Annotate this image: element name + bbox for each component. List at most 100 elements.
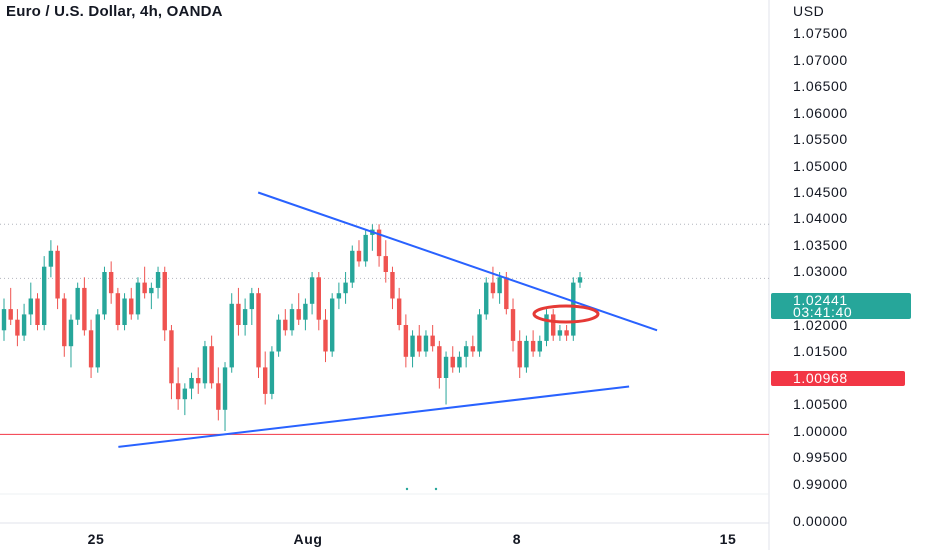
candle-body (202, 346, 208, 384)
candle-body (62, 298, 67, 347)
candle-body (557, 330, 563, 336)
time-tick-label: 8 (513, 531, 521, 547)
candle-body (48, 250, 54, 267)
candle-body (343, 282, 348, 294)
candle-body (28, 298, 33, 315)
candle-body (577, 277, 583, 283)
candle-body (149, 287, 154, 294)
candle-body (115, 293, 121, 325)
candle-body (490, 282, 496, 294)
candle-body (102, 272, 107, 315)
candlestick-series (1, 224, 583, 431)
chart-title: Euro / U.S. Dollar, 4h, OANDA (6, 3, 223, 20)
candle-body (470, 346, 476, 352)
candle-body (155, 272, 161, 288)
candle-body (108, 272, 114, 294)
candle-body (504, 277, 509, 310)
candle-body (477, 314, 482, 352)
candle-body (175, 383, 181, 400)
candle-body (316, 277, 321, 320)
price-tick-label: 0.00000 (793, 513, 848, 529)
candle-body (269, 351, 275, 394)
marker-dot (434, 487, 438, 491)
current-price-value: 1.02441 (793, 292, 848, 308)
horizontal-line-value: 1.00968 (793, 370, 848, 386)
candle-body (189, 378, 194, 389)
candle-body (517, 340, 522, 368)
time-tick-label: 25 (88, 531, 105, 547)
candle-body (510, 309, 516, 341)
candle-body (396, 298, 402, 325)
candle-body (309, 277, 315, 304)
price-tick-label: 1.07500 (793, 25, 848, 41)
candle-body (537, 340, 543, 352)
candle-body (551, 314, 556, 336)
lower-trendline[interactable] (118, 385, 630, 448)
price-tick-label: 0.99500 (793, 449, 848, 465)
candle-body (571, 282, 576, 336)
candle-body (356, 250, 362, 262)
candle-body (222, 367, 228, 410)
candle-body (41, 266, 47, 325)
candle-body (544, 314, 549, 341)
candle-body (229, 303, 234, 368)
candle-body (403, 325, 409, 357)
price-tick-label: 1.03000 (793, 263, 848, 279)
candle-body (236, 303, 241, 325)
dotted-levels (0, 223, 769, 279)
candle-body (323, 319, 328, 352)
candle-body (95, 314, 100, 368)
price-tick-label: 1.00500 (793, 396, 848, 412)
candle-body (129, 298, 134, 315)
candle-body (383, 256, 388, 272)
candle-body (390, 272, 395, 299)
candle-body (263, 367, 268, 394)
candle-body (1, 309, 7, 331)
time-tick-label: 15 (720, 531, 737, 547)
candle-body (55, 250, 60, 299)
candle-body (350, 250, 355, 283)
candle-body (417, 335, 422, 352)
candle-body (524, 340, 529, 368)
candle-body (169, 330, 174, 384)
candle-body (283, 319, 288, 331)
candle-body (423, 335, 429, 352)
candle-body (182, 388, 188, 400)
current-price-tag: 1.02441 03:41:40 (771, 292, 911, 320)
candle-body (75, 287, 80, 320)
price-tick-label: 1.03500 (793, 237, 848, 253)
candle-body (497, 277, 502, 294)
price-tick-label: 1.07000 (793, 52, 848, 68)
time-axis[interactable]: 25 Aug 8 15 (88, 531, 737, 547)
price-tick-label: 1.04500 (793, 184, 848, 200)
candle-body (329, 298, 335, 352)
candle-body (209, 346, 214, 384)
candle-body (135, 282, 141, 315)
candle-body (122, 298, 127, 325)
candle-body (336, 293, 342, 299)
candle-body (303, 303, 308, 320)
price-tick-label: 1.05000 (793, 158, 848, 174)
candle-body (564, 330, 569, 336)
candle-body (162, 272, 167, 331)
marker-dot (405, 487, 409, 491)
price-tick-label: 0.99000 (793, 476, 848, 492)
candle-body (82, 287, 87, 331)
candle-body (530, 340, 536, 352)
candle-body (484, 282, 489, 315)
candle-body (68, 319, 74, 347)
price-tick-label: 1.06000 (793, 105, 848, 121)
candle-body (437, 346, 442, 378)
candle-body (443, 356, 449, 378)
candle-body (457, 356, 462, 368)
candle-body (450, 356, 455, 368)
highlight-circle[interactable] (532, 304, 600, 324)
candle-body (88, 330, 94, 368)
price-tick-label: 1.00000 (793, 423, 848, 439)
candle-body (289, 309, 295, 331)
horizontal-line-tag: 1.00968 (771, 370, 905, 386)
candle-body (276, 319, 281, 352)
price-axis[interactable]: 1.07500 1.07000 1.06500 1.06000 1.05500 1.050… (793, 25, 848, 529)
price-tick-label: 1.04000 (793, 210, 848, 226)
